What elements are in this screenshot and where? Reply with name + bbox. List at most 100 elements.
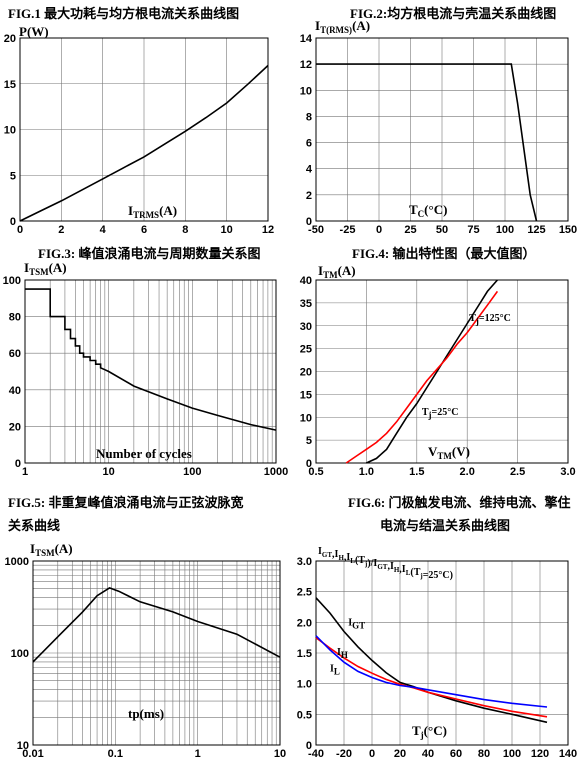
fig4-xlabel: VTM(V) — [428, 444, 470, 461]
fig5-xtick-label: 10 — [274, 748, 286, 760]
fig4-plot-frame — [315, 279, 569, 464]
fig4-ytick-label: 35 — [300, 298, 312, 310]
fig2-ytick-label: 14 — [300, 33, 313, 45]
fig4-xtick-label: 3.0 — [560, 466, 575, 478]
fig4-xtick-label: 2.0 — [460, 466, 475, 478]
fig1-xtick-label: 0 — [17, 224, 23, 236]
fig6-xtick-label: 0 — [369, 748, 375, 760]
fig4-ytick-label: 40 — [300, 275, 312, 287]
fig4-xtick-label: 2.5 — [510, 466, 525, 478]
fig5-ytick-label: 1000 — [5, 556, 29, 568]
fig1-ytick-label: 5 — [10, 170, 16, 182]
fig4-title: FIG.4: 输出特性图（最大值图） — [352, 246, 535, 261]
fig4-annotation-1: Tj=25°C — [422, 407, 459, 420]
fig1-ytick-label: 15 — [4, 79, 16, 91]
fig6-annotation-2: IL — [330, 663, 340, 676]
fig3-chart: FIG.3: 峰值浪涌电流与周期数量关系图 1 10 100 1000 0 20 40 60 80… — [3, 246, 289, 478]
fig4-xtick-label: 1.5 — [409, 466, 424, 478]
fig2-ytick-label: 0 — [306, 216, 312, 228]
fig6-ytick-label: 0.5 — [297, 709, 312, 721]
fig1-xtick-label: 10 — [221, 224, 233, 236]
fig1-xtick-label: 8 — [182, 224, 188, 236]
fig1-ytick-label: 0 — [10, 216, 16, 228]
fig4-series-0-line — [366, 279, 499, 464]
fig2-xtick-label: 125 — [527, 224, 545, 236]
fig2-ytick-label: 12 — [300, 59, 312, 71]
fig6-ytick-label: 2.0 — [297, 617, 312, 629]
fig1-xtick-label: 12 — [262, 224, 274, 236]
fig6-xtick-label: 60 — [450, 748, 462, 760]
fig2-ylabel: IT(RMS)(A) — [315, 18, 370, 35]
fig2-ytick-label: 2 — [306, 190, 312, 202]
fig4-ytick-label: 5 — [306, 435, 312, 447]
fig3-xtick-label: 10 — [103, 466, 115, 478]
fig6-ylabel: IGT,IH,IL(Tj)/IGT,IH,IL(Tj=25°C) — [318, 546, 453, 581]
fig6-ytick-label: 0 — [306, 740, 312, 752]
fig2-ytick-label: 8 — [306, 111, 312, 123]
fig6-xtick-label: 80 — [478, 748, 490, 760]
fig2-ytick-label: 6 — [306, 138, 312, 150]
fig4-chart: FIG.4: 输出特性图（最大值图） 0.5 1.0 1.5 2.0 2.5 3.0 0 5 10… — [300, 246, 576, 478]
fig1-xtick-label: 2 — [58, 224, 64, 236]
fig6-annotation-1: IH — [337, 647, 348, 660]
fig2-xtick-label: 75 — [467, 224, 479, 236]
fig3-ylabel: ITSM(A) — [24, 260, 67, 277]
fig6-xtick-label: 120 — [531, 748, 549, 760]
fig5-xtick-label: 1 — [195, 748, 201, 760]
fig6-ytick-label: 1.5 — [297, 648, 312, 660]
fig6-ytick-label: 3.0 — [297, 556, 312, 568]
fig2-title: FIG.2:均方根电流与壳温关系曲线图 — [350, 6, 556, 21]
fig6-xtick-label: 20 — [394, 748, 406, 760]
fig6-ytick-label: 2.5 — [297, 587, 312, 599]
fig4-ytick-label: 30 — [300, 321, 312, 333]
fig6-xlabel: Tj(°C) — [412, 723, 447, 740]
fig4-ytick-label: 20 — [300, 367, 312, 379]
fig3-xtick-label: 1 — [22, 466, 28, 478]
fig6-series-1-line — [315, 637, 548, 718]
fig2-series-0-line — [316, 63, 538, 222]
fig3-ytick-label: 100 — [3, 275, 21, 287]
fig1-xtick-label: 6 — [141, 224, 147, 236]
fig1-ytick-label: 10 — [4, 125, 16, 137]
fig6-xtick-label: 140 — [559, 748, 577, 760]
fig1-xlabel: ITRMS(A) — [128, 203, 177, 220]
fig6-series-2-line — [315, 635, 548, 708]
fig1-plot-frame — [19, 37, 269, 222]
fig2-plot-frame — [315, 37, 569, 222]
fig3-ytick-label: 40 — [9, 385, 21, 397]
fig3-xtick-label: 100 — [183, 466, 201, 478]
fig5-ylabel: ITSM(A) — [30, 541, 73, 558]
fig2-xlabel: TC(°C) — [409, 202, 447, 219]
fig2-xtick-label: -25 — [340, 224, 356, 236]
fig4-series-1-line — [345, 290, 499, 464]
fig1-ytick-label: 20 — [4, 33, 16, 45]
fig4-ytick-label: 15 — [300, 389, 312, 401]
fig6-series-0-line — [315, 597, 548, 724]
fig4-xtick-label: 0.5 — [308, 466, 323, 478]
fig5-xtick-label: 0.1 — [108, 748, 123, 760]
fig3-ytick-label: 60 — [9, 348, 21, 360]
fig4-ylabel: ITM(A) — [318, 263, 356, 280]
fig1-xtick-label: 4 — [100, 224, 107, 236]
fig3-series-0-line — [25, 288, 277, 431]
fig5-plot-frame — [32, 560, 281, 746]
fig2-xtick-label: -50 — [308, 224, 324, 236]
fig3-ytick-label: 20 — [9, 421, 21, 433]
fig6-ytick-label: 1.0 — [297, 679, 312, 691]
fig3-ytick-label: 80 — [9, 312, 21, 324]
fig6-xtick-label: 100 — [503, 748, 521, 760]
fig5-title: FIG.5: 非重复峰值浪涌电流与正弦波脉宽 — [8, 495, 243, 510]
fig4-ytick-label: 10 — [300, 412, 312, 424]
fig5-ytick-label: 100 — [11, 648, 29, 660]
fig5-xlabel: tp(ms) — [128, 706, 164, 721]
fig3-xlabel: Number of cycles — [96, 446, 192, 461]
fig2-xtick-label: 100 — [496, 224, 514, 236]
fig4-annotation-0: Tj=125°C — [469, 313, 511, 326]
fig6-xtick-label: -40 — [308, 748, 324, 760]
fig1-series-0-line — [19, 64, 269, 222]
fig3-xtick-label: 1000 — [264, 466, 288, 478]
fig4-xtick-label: 1.0 — [359, 466, 374, 478]
